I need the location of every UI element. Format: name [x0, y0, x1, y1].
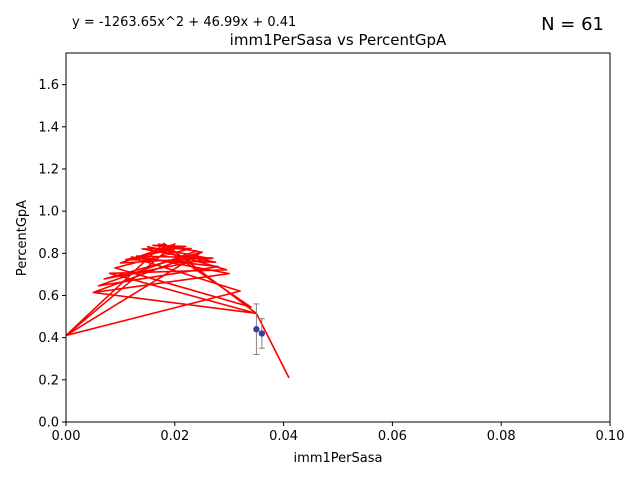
x-axis: 0.00 0.02 0.04 0.06 0.08 0.10	[52, 422, 625, 444]
y-tick-label: 0.2	[38, 373, 59, 388]
x-tick-label: 0.02	[160, 429, 189, 444]
y-tick-label: 1.0	[38, 205, 59, 220]
y-tick-label: 0.6	[38, 289, 59, 304]
y-axis-label: PercentGpA	[15, 200, 30, 276]
x-tick-label: 0.08	[487, 429, 516, 444]
y-tick-label: 1.4	[38, 120, 59, 135]
y-tick-label: 0.8	[38, 247, 59, 262]
data-point	[258, 330, 266, 337]
y-tick-label: 1.2	[38, 162, 59, 177]
fit-curve-line	[66, 242, 290, 379]
y-tick-label: 0.4	[38, 331, 59, 346]
data-point	[253, 326, 260, 333]
plot-area	[66, 242, 290, 379]
n-label: N = 61	[541, 14, 604, 35]
x-axis-label: imm1PerSasa	[294, 451, 383, 466]
x-tick-label: 0.06	[378, 429, 407, 444]
chart-title: imm1PerSasa vs PercentGpA	[230, 31, 447, 49]
x-tick-label: 0.10	[596, 429, 625, 444]
y-axis: 0.0 0.2 0.4 0.6 0.8 1.0 1.2 1.4 1.6	[38, 78, 66, 431]
y-tick-label: 1.6	[38, 78, 59, 93]
x-tick-label: 0.04	[269, 429, 298, 444]
plot-frame	[65, 52, 611, 423]
x-tick-label: 0.00	[52, 429, 81, 444]
y-tick-label: 0.0	[38, 416, 59, 431]
equation-label: y = -1263.65x^2 + 46.99x + 0.41	[72, 15, 296, 30]
